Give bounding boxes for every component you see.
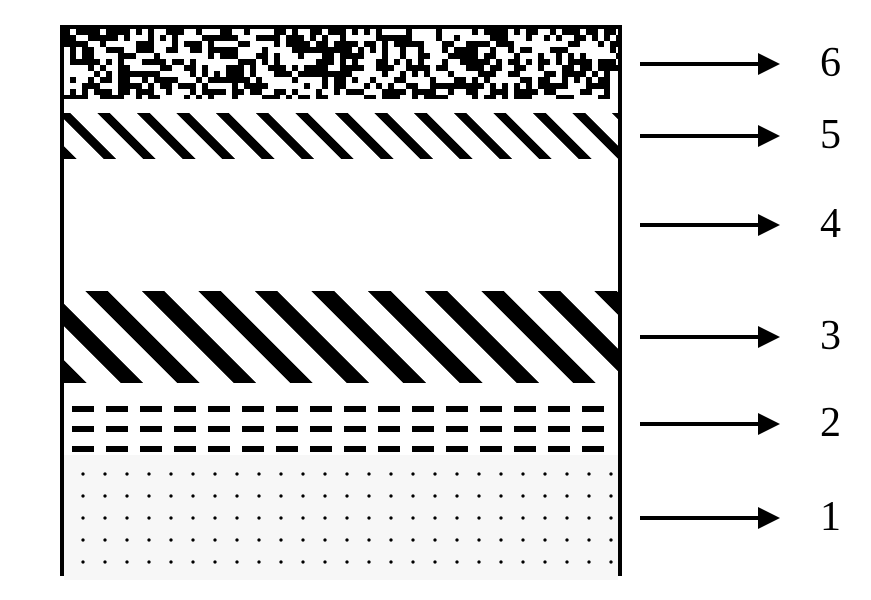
diagram-canvas: 6 5 4 3 2 1: [0, 0, 871, 600]
layer-label-6: 6: [820, 51, 841, 75]
arrow-4: 4: [640, 213, 841, 237]
arrow-head-icon: [758, 326, 780, 348]
arrow-3: 3: [640, 325, 841, 349]
layer-1: [64, 455, 618, 580]
layer-4: [64, 159, 618, 291]
layer-6: [64, 29, 618, 99]
layer-label-1: 1: [820, 505, 841, 529]
layer-2: [64, 393, 618, 455]
arrow-line: [640, 335, 758, 339]
arrow-6: 6: [640, 52, 841, 76]
layer-3: [64, 291, 618, 383]
arrow-head-icon: [758, 53, 780, 75]
separator: [64, 383, 618, 393]
arrow-1: 1: [640, 506, 841, 530]
arrow-head-icon: [758, 507, 780, 529]
layer-stack: [60, 25, 622, 576]
arrow-head-icon: [758, 125, 780, 147]
separator: [64, 99, 618, 113]
arrow-line: [640, 516, 758, 520]
arrow-line: [640, 134, 758, 138]
arrow-head-icon: [758, 413, 780, 435]
arrow-line: [640, 422, 758, 426]
arrow-head-icon: [758, 214, 780, 236]
layer-5: [64, 113, 618, 159]
arrow-2: 2: [640, 412, 841, 436]
arrow-line: [640, 223, 758, 227]
layer-label-2: 2: [820, 411, 841, 435]
arrow-line: [640, 62, 758, 66]
arrow-5: 5: [640, 124, 841, 148]
layer-label-3: 3: [820, 324, 841, 348]
layer-label-4: 4: [820, 212, 841, 236]
layer-label-5: 5: [820, 123, 841, 147]
